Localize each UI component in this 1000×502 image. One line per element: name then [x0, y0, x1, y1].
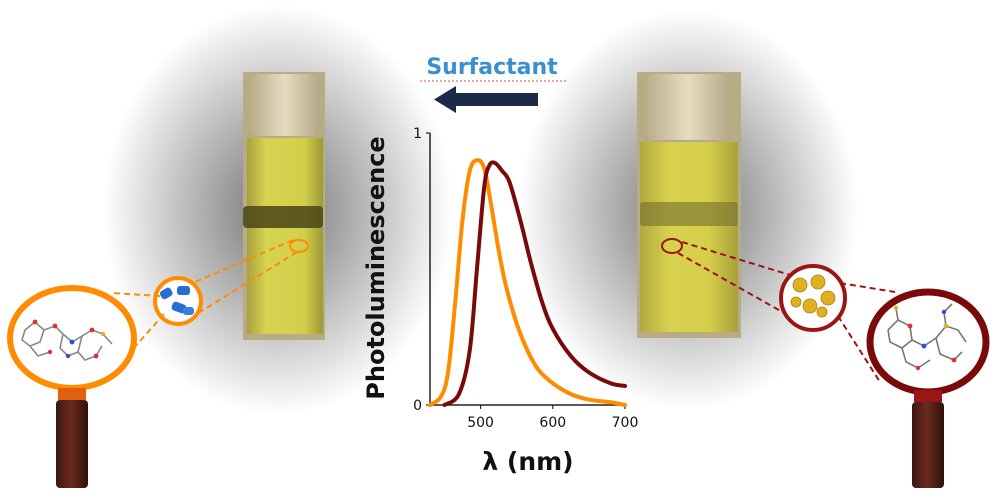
x-axis-label: λ (nm) — [482, 447, 573, 476]
right-cuvette — [518, 10, 858, 410]
blue-aggregates — [159, 286, 194, 315]
left-molecule-atoms — [32, 319, 106, 359]
left-handle — [56, 400, 88, 488]
left-arrow-icon — [434, 86, 538, 113]
y-axis-label: Photoluminescence — [362, 136, 390, 399]
chart-series — [428, 158, 627, 407]
right-lens-neck — [914, 390, 942, 402]
pl-chart: 500 600 700 0 1 Photoluminescence λ (nm) — [362, 126, 638, 476]
left-lens-neck — [58, 388, 86, 400]
series-line-1 — [442, 160, 627, 407]
right-zoom-circle — [779, 264, 847, 332]
y-tick-label: 0 — [413, 398, 422, 414]
right-molecule-atoms — [893, 305, 957, 371]
surfactant-header: Surfactant — [420, 55, 566, 113]
right-handle — [912, 402, 944, 488]
chart-axes: 500 600 700 0 1 — [413, 126, 638, 431]
surfactant-label: Surfactant — [426, 55, 558, 80]
left-cuvette — [103, 5, 453, 415]
x-tick-label: 600 — [539, 415, 566, 431]
right-magnifier — [677, 241, 990, 488]
left-magnifier — [7, 239, 298, 488]
x-tick-label: 500 — [467, 415, 494, 431]
yellow-aggregates — [790, 274, 836, 318]
series-line-0 — [428, 158, 627, 407]
x-tick-label: 700 — [612, 415, 639, 431]
y-tick-label: 1 — [413, 126, 422, 142]
left-lens — [7, 285, 137, 391]
right-lens — [866, 288, 990, 396]
